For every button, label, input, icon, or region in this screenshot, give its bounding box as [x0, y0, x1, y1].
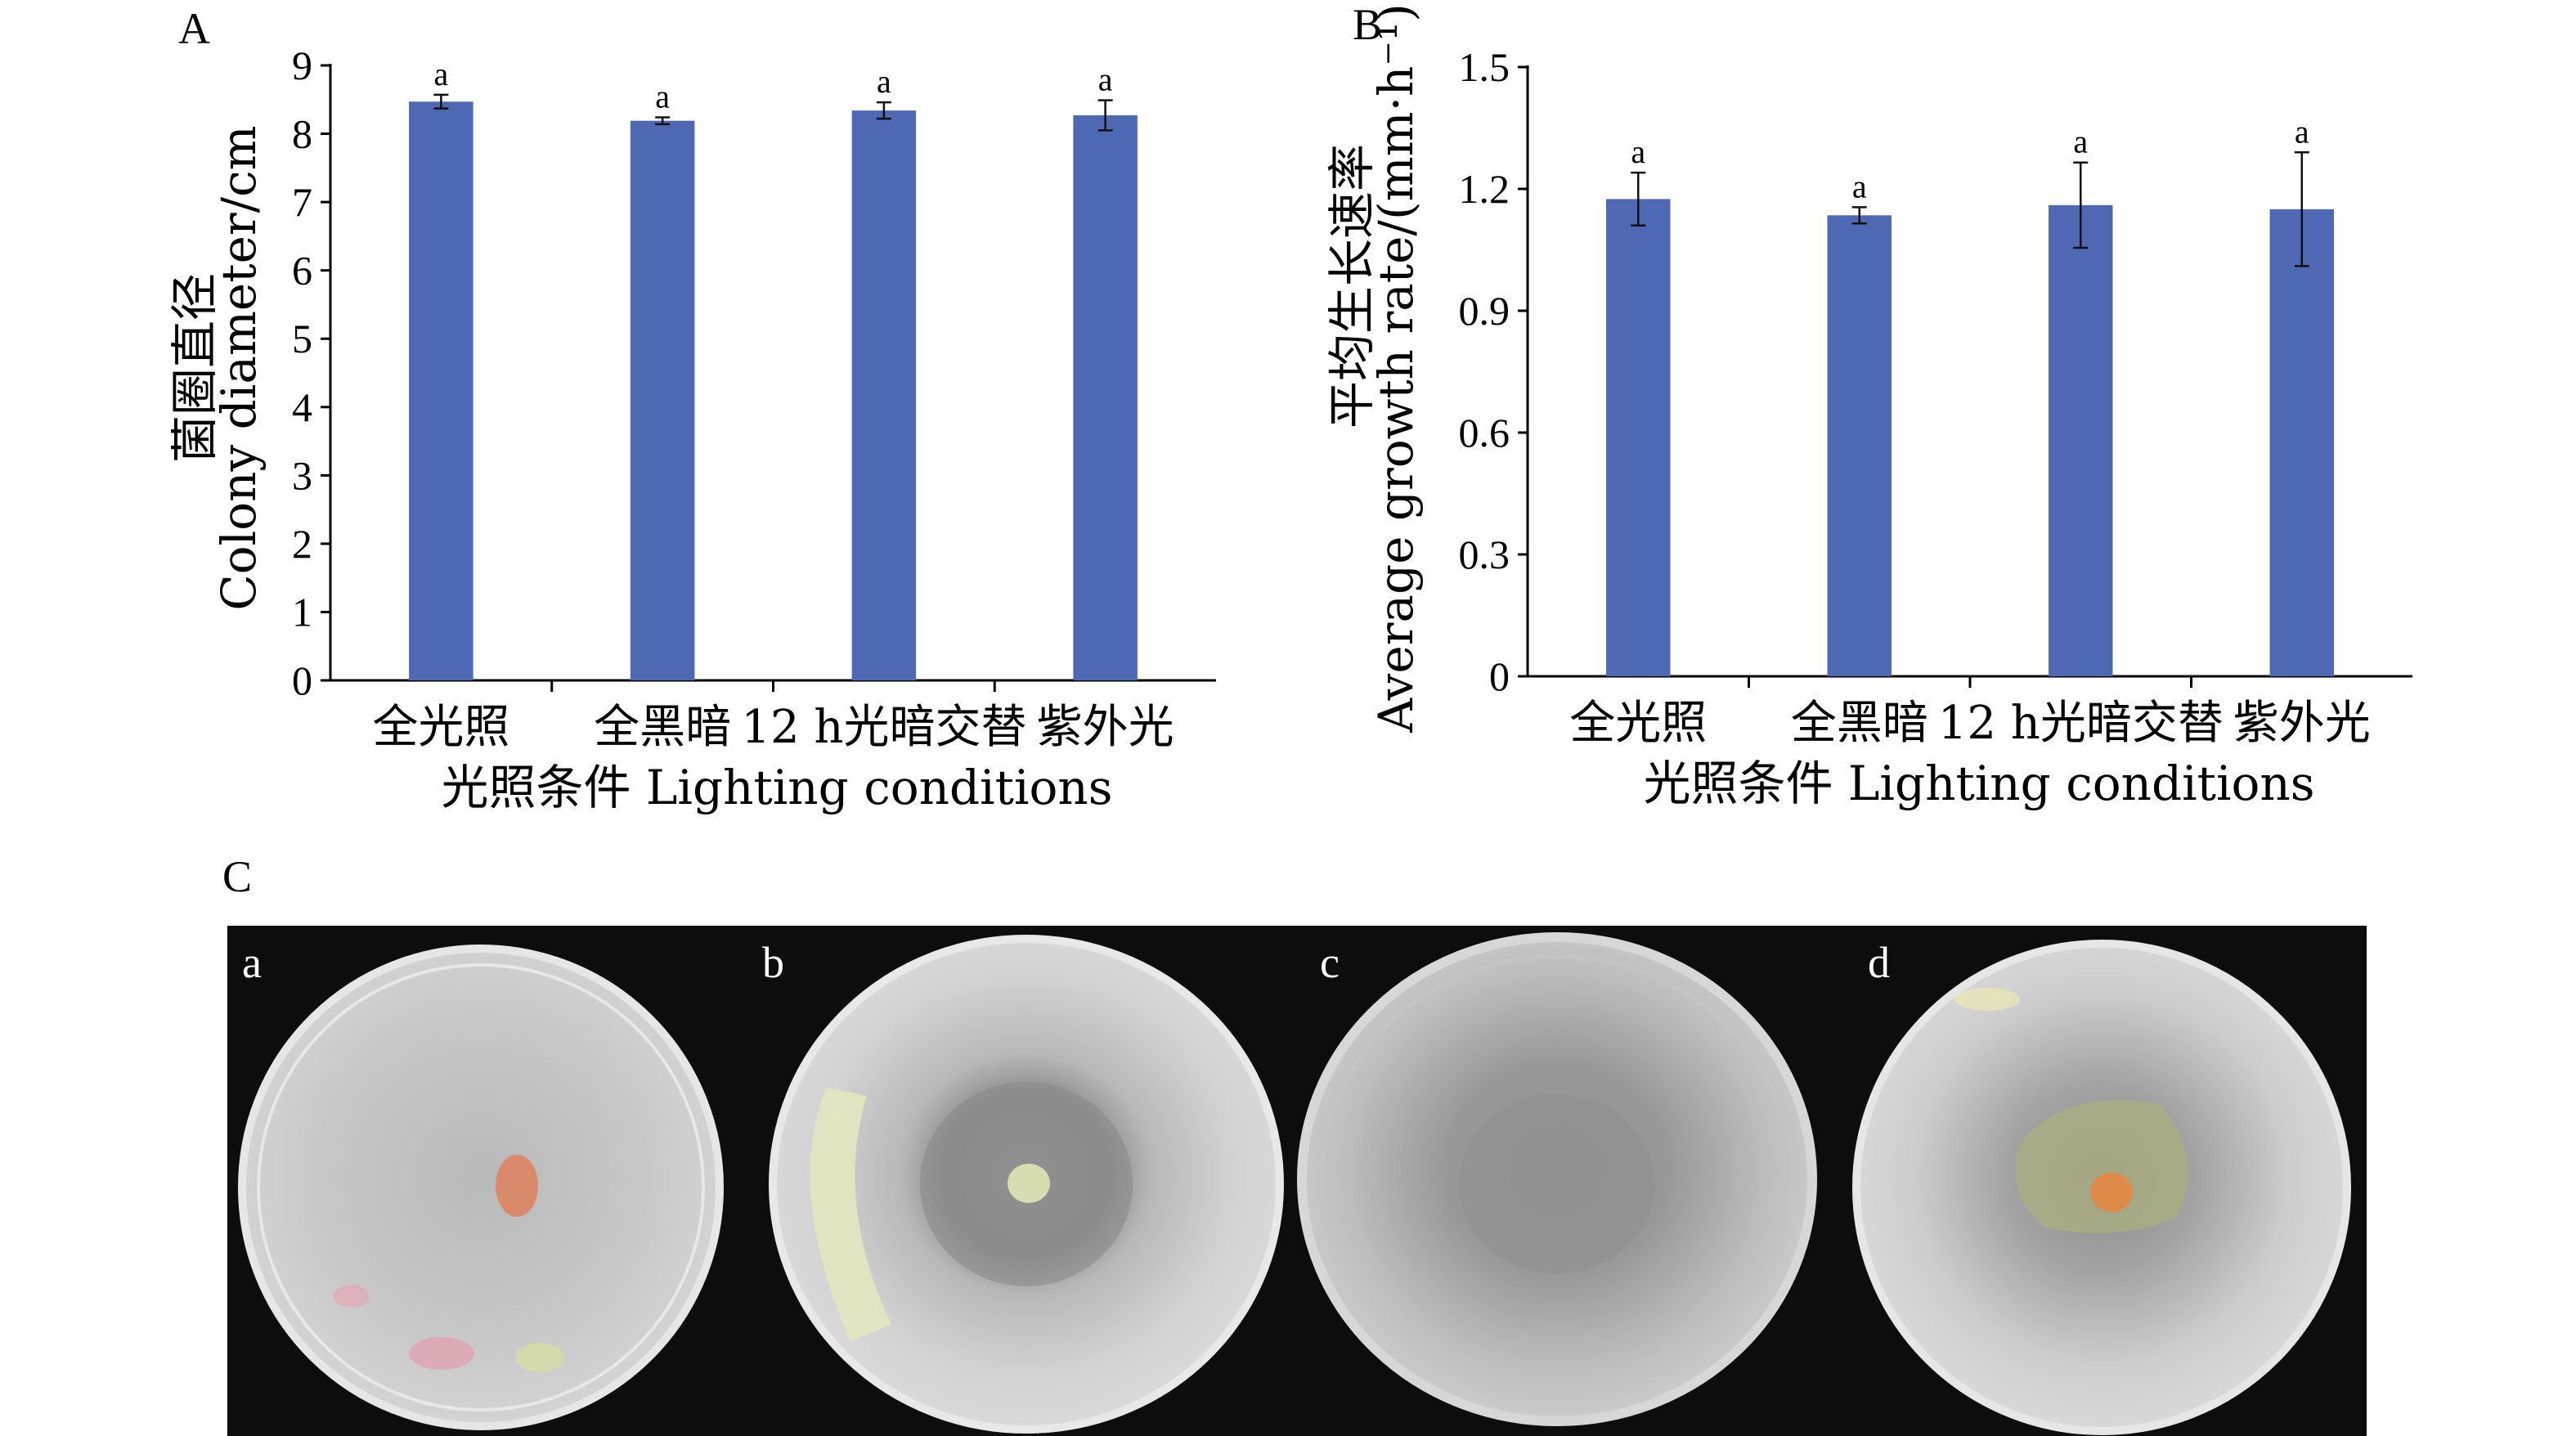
y-tick-label: 2	[292, 521, 312, 567]
y-tick-label: 4	[292, 384, 312, 430]
panel-c-photos: C a b c	[222, 852, 2367, 1436]
significance-label-1: a	[1631, 133, 1645, 170]
chart-b-category-labels: 全光照 全黑暗 12 h光暗交替 紫外光	[1569, 697, 2371, 750]
petri-dish-a: a	[238, 938, 724, 1430]
chart-a-category-labels: 全光照 全黑暗 12 h光暗交替 紫外光	[372, 701, 1174, 754]
chart-a-y-axis-title-en: Colony diameter/cm	[211, 125, 267, 610]
category-label-1: 全光照	[372, 701, 509, 754]
chart-b-bars	[1606, 199, 2334, 677]
bar-2	[630, 120, 695, 680]
petri-dish-d: d	[1852, 938, 2351, 1435]
y-tick-label: 0.6	[1459, 410, 1510, 455]
y-tick-label: 9	[292, 43, 312, 88]
chart-a-error-bars	[433, 93, 1113, 132]
bar-3	[851, 110, 917, 680]
bar-1	[409, 101, 473, 681]
y-tick-label: 1	[292, 589, 312, 635]
significance-label-4: a	[2295, 113, 2309, 150]
inoculum-a	[496, 1155, 538, 1217]
y-tick-label: 0.3	[1459, 532, 1510, 577]
chart-a-bars	[409, 101, 1138, 681]
y-tick-label: 3	[292, 452, 312, 498]
plate-label-c: c	[1320, 938, 1340, 987]
category-label-4: 紫外光	[1037, 701, 1174, 754]
plate-label-d: d	[1868, 938, 1890, 987]
inoculum-b	[1008, 1164, 1050, 1203]
chart-b-growth-rate: B 0 0.3 0.6 0.9 1.2 1.5 a a a a 全光照 全黑暗 12 h光暗交替 紫外…	[1324, 0, 2412, 811]
plate-label-a: a	[242, 938, 262, 987]
bar-3	[2049, 204, 2113, 676]
panel-label-b: B	[1353, 0, 1382, 49]
panel-label-a: A	[178, 4, 210, 53]
chart-b-y-ticks: 0 0.3 0.6 0.9 1.2 1.5	[1459, 44, 1528, 699]
bar-4	[2269, 209, 2334, 677]
significance-label-1: a	[433, 56, 448, 92]
petri-dish-c: c	[1297, 932, 1817, 1426]
bar-4	[1073, 114, 1138, 681]
chart-a-x-axis-title: 光照条件 Lighting conditions	[441, 760, 1112, 815]
chart-b-x-axis-title: 光照条件 Lighting conditions	[1643, 756, 2314, 811]
y-tick-label: 0	[292, 657, 312, 703]
chart-a-y-axis-title-cn: 菌圈直径	[167, 273, 222, 463]
y-tick-label: 1.5	[1459, 44, 1510, 90]
chart-b-x-ticks	[1748, 676, 2192, 688]
chart-b-y-axis-title-cn: 平均生长速率	[1324, 144, 1380, 429]
chart-b-y-axis-title-en: Average growth rate/(mm·h⁻¹)	[1368, 3, 1424, 734]
petri-dish-b: b	[762, 935, 1284, 1434]
y-tick-label: 8	[292, 111, 312, 157]
significance-label-3: a	[877, 63, 891, 100]
significance-label-2: a	[1852, 168, 1867, 204]
plate-label-b: b	[762, 938, 784, 987]
chart-b-significance-labels: a a a a	[1631, 113, 2309, 204]
significance-label-4: a	[1098, 61, 1113, 98]
y-tick-label: 7	[292, 179, 312, 225]
chart-a-significance-labels: aa a a	[433, 56, 1112, 115]
category-label-4: 紫外光	[2233, 697, 2371, 750]
y-tick-label: 1.2	[1459, 166, 1510, 212]
significance-label-3: a	[2073, 123, 2088, 160]
chart-b-error-bars	[1631, 151, 2309, 267]
significance-label-2: a	[655, 79, 670, 115]
category-label-2: 全黑暗	[1791, 697, 1928, 750]
category-label-3: 12 h光暗交替	[1938, 697, 2224, 750]
panel-label-c: C	[222, 852, 252, 901]
bar-1	[1606, 199, 1671, 676]
bar-2	[1827, 215, 1892, 676]
category-label-2: 全黑暗	[594, 701, 731, 754]
y-tick-label: 6	[292, 248, 312, 294]
y-tick-label: 0.9	[1459, 288, 1510, 334]
chart-a-colony-diameter: A 0 1 2 3 4 5 6 7 8 9 a a a a 全光照 全黑暗 12 h光暗交替 紫外光 光照条件…	[167, 4, 1216, 815]
chart-a-x-ticks	[550, 680, 996, 692]
y-tick-label: 0	[1489, 653, 1510, 699]
chart-a-y-ticks: 0 1 2 3 4 5 6 7 8 9	[292, 43, 330, 703]
y-tick-label: 5	[292, 316, 312, 361]
category-label-3: 12 h光暗交替	[741, 701, 1026, 754]
inoculum-d	[2090, 1173, 2133, 1212]
category-label-1: 全光照	[1569, 697, 1707, 750]
